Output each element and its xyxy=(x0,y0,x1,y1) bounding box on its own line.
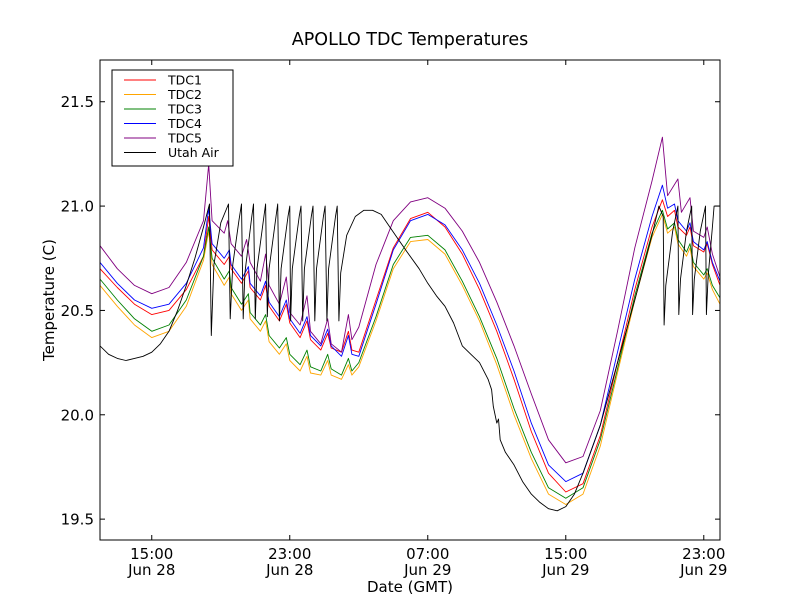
y-tick-label: 20.5 xyxy=(61,302,94,320)
y-tick-label: 21.0 xyxy=(61,198,94,216)
y-axis-label: Temperature (C) xyxy=(40,239,58,362)
legend-box xyxy=(111,69,234,167)
y-axis: 19.5 20.0 20.5 21.0 21.5 xyxy=(61,93,720,529)
x-tick-label-date: Jun 29 xyxy=(403,561,451,579)
legend-label: TDC5 xyxy=(167,131,202,146)
series-line-tdc2 xyxy=(100,213,720,505)
series-line-tdc4 xyxy=(100,184,720,483)
series-line-tdc3 xyxy=(100,209,720,499)
series-line-tdc5 xyxy=(100,136,720,464)
y-tick-label: 20.0 xyxy=(61,406,94,424)
chart-title: APOLLO TDC Temperatures xyxy=(292,30,528,50)
x-tick-label-date: Jun 28 xyxy=(265,561,313,579)
series-line-tdc1 xyxy=(100,199,720,493)
legend-label: TDC2 xyxy=(167,87,202,102)
y-tick-label: 19.5 xyxy=(61,511,94,529)
x-tick-label-date: Jun 29 xyxy=(541,561,589,579)
y-tick-label: 21.5 xyxy=(61,93,94,111)
x-tick-label-date: Jun 28 xyxy=(127,561,175,579)
legend-label: TDC4 xyxy=(167,116,202,131)
x-tick-label-date: Jun 29 xyxy=(679,561,727,579)
x-tick-label-time: 15:00 xyxy=(130,545,173,563)
plot-frame xyxy=(99,59,721,541)
x-tick-label-time: 23:00 xyxy=(682,545,725,563)
series-layer xyxy=(100,136,720,512)
series-line-utah-air xyxy=(100,203,720,512)
legend-label: Utah Air xyxy=(168,145,220,160)
x-tick-label-time: 23:00 xyxy=(268,545,311,563)
x-tick-label-time: 15:00 xyxy=(544,545,587,563)
x-axis-label: Date (GMT) xyxy=(367,578,453,596)
x-tick-label-time: 07:00 xyxy=(406,545,449,563)
legend-label: TDC3 xyxy=(167,102,202,117)
legend-label: TDC1 xyxy=(167,73,202,88)
